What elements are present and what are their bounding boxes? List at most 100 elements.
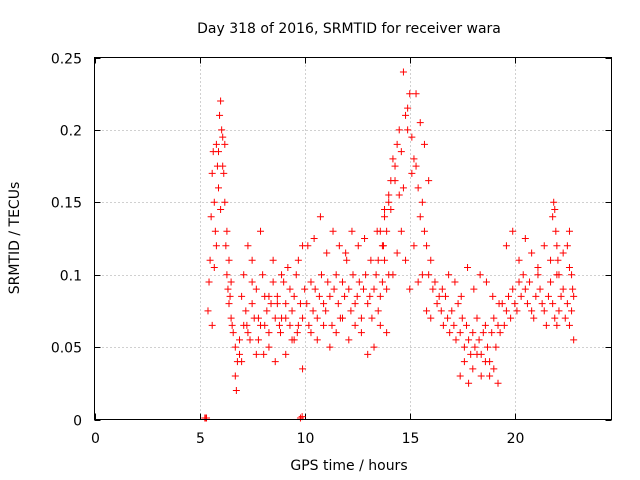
data-point [406,90,414,98]
data-point [207,213,215,221]
y-tick-label: 0.15 [51,196,82,212]
data-point [370,343,378,351]
data-point [323,249,331,257]
data-point [324,278,332,286]
data-point [244,329,252,337]
data-point [565,263,573,271]
y-axis-label: SRMTID / TECUs [7,182,23,295]
data-point [288,307,296,315]
data-point [550,198,558,206]
data-point [570,336,578,344]
data-point [210,263,218,271]
data-point [298,413,306,421]
data-point [416,213,424,221]
data-point [464,263,472,271]
data-point [204,307,212,315]
data-point [292,271,300,279]
data-point [457,292,465,300]
data-point [357,329,365,337]
data-point [294,256,302,264]
data-point [313,314,321,322]
x-tick-label: 15 [402,431,420,447]
data-point [370,285,378,293]
data-point [211,227,219,235]
data-point [486,372,494,380]
data-point [423,242,431,250]
data-point [542,321,550,329]
data-point [238,292,246,300]
data-point [521,285,529,293]
plot-frame [94,57,612,420]
data-point [397,227,405,235]
data-point [316,213,324,221]
data-point [381,206,389,214]
data-point [231,343,239,351]
data-point [425,177,433,185]
data-point [360,285,368,293]
data-point [460,358,468,366]
data-point [254,314,262,322]
data-point [222,242,230,250]
data-point [334,300,342,308]
data-point [227,278,235,286]
data-point [368,314,376,322]
y-tick-label: 0.25 [51,52,82,68]
chart-title: Day 318 of 2016, SRMTID for receiver war… [197,21,501,37]
data-point [244,242,252,250]
data-point [220,169,228,177]
data-point [206,256,214,264]
data-point [304,242,312,250]
data-point [261,321,269,329]
data-point [410,155,418,163]
data-point [296,414,304,422]
y-tick-label: 0.05 [51,341,82,357]
data-point [395,191,403,199]
data-point [416,119,424,127]
data-point [299,314,307,322]
data-point [296,300,304,308]
data-point [547,256,555,264]
data-point [418,271,426,279]
data-point [505,292,513,300]
data-point [482,278,490,286]
data-point [307,278,315,286]
data-point [248,256,256,264]
data-point [431,278,439,286]
data-point [383,227,391,235]
data-point [393,249,401,257]
data-point [305,321,313,329]
data-point [381,213,389,221]
data-point [412,90,420,98]
data-point [513,307,521,315]
data-point [203,414,211,422]
data-point [221,140,229,148]
data-point [452,336,460,344]
data-point [293,329,301,337]
data-point [278,271,286,279]
data-point [435,292,443,300]
data-point [228,321,236,329]
data-point [265,292,273,300]
data-point [374,307,382,315]
data-point [280,278,288,286]
data-point [351,321,359,329]
data-point [265,329,273,337]
data-point [227,314,235,322]
data-point [515,278,523,286]
x-tick-label: 5 [196,431,205,447]
data-points [201,68,578,422]
data-point [232,387,240,395]
data-point [271,314,279,322]
data-point [444,314,452,322]
data-point [559,249,567,257]
data-point [364,300,372,308]
data-point [519,271,527,279]
data-point [450,321,458,329]
data-point [362,271,370,279]
data-point [530,314,538,322]
x-tick-label: 20 [507,431,525,447]
data-point [218,126,226,134]
data-point [549,213,557,221]
data-point [357,314,365,322]
data-point [257,227,265,235]
